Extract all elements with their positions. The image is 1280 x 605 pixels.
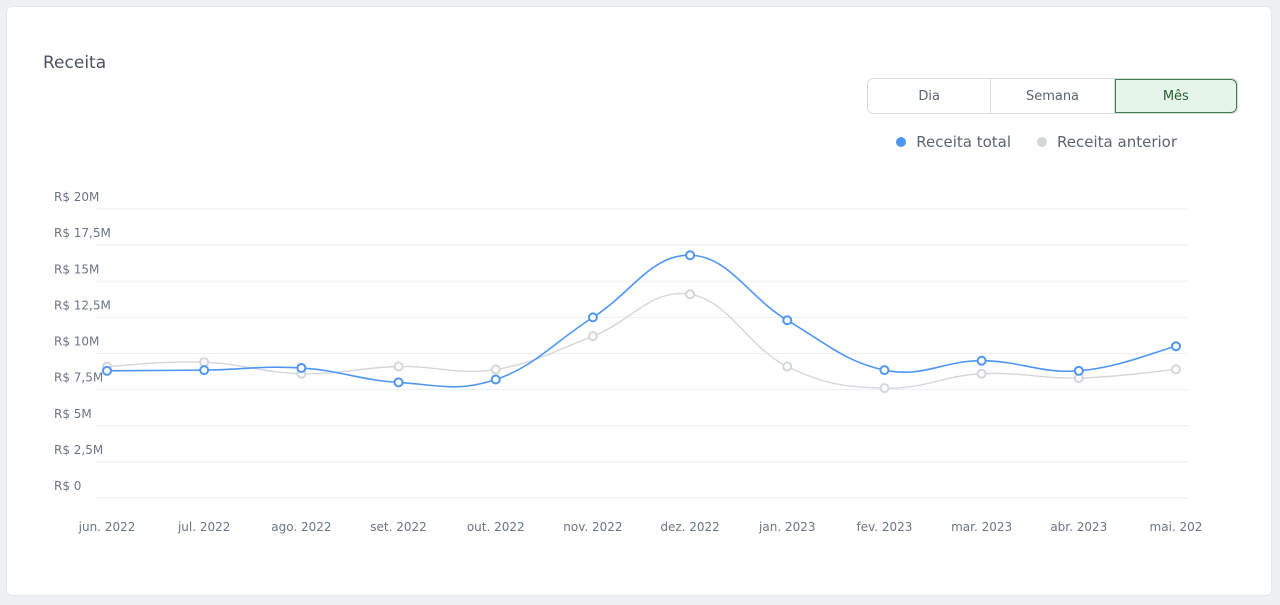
period-week-button[interactable]: Semana	[991, 79, 1115, 113]
point-total-11	[1171, 341, 1181, 352]
legend-label-previous: Receita anterior	[1057, 133, 1177, 151]
x-tick-label-4: out. 2022	[467, 520, 525, 534]
y-tick-label-1: R$ 2,5M	[54, 443, 103, 457]
card-title: Receita	[43, 53, 107, 73]
point-previous-3	[393, 361, 404, 372]
point-previous-9	[976, 368, 987, 379]
y-tick-label-7: R$ 17,5M	[54, 226, 111, 240]
y-tick-label-2: R$ 5M	[54, 407, 92, 421]
x-tick-label-6: dez. 2022	[660, 520, 719, 534]
legend-item-previous[interactable]: Receita anterior	[1037, 133, 1177, 151]
point-total-5	[587, 312, 598, 323]
x-tick-label-9: mar. 2023	[951, 520, 1012, 534]
point-previous-7	[782, 361, 793, 372]
point-previous-6	[685, 289, 696, 300]
x-tick-label-3: set. 2022	[370, 520, 427, 534]
x-tick-label-2: ago. 2022	[271, 520, 331, 534]
point-total-2	[296, 362, 307, 373]
y-tick-label-4: R$ 10M	[54, 335, 99, 349]
legend-item-total[interactable]: Receita total	[896, 133, 1011, 151]
y-tick-label-3: R$ 7,5M	[54, 371, 103, 385]
series-line-previous	[106, 292, 1177, 389]
point-previous-11	[1171, 364, 1181, 375]
point-previous-4	[490, 364, 501, 375]
point-total-7	[782, 315, 793, 326]
y-tick-label-5: R$ 12,5M	[54, 298, 111, 312]
x-tick-label-8: fev. 2023	[856, 520, 912, 534]
point-total-10	[1073, 365, 1084, 376]
y-tick-label-0: R$ 0	[54, 479, 81, 493]
x-tick-label-1: jul. 2022	[177, 520, 230, 534]
legend-dot-total	[896, 137, 907, 147]
y-tick-label-8: R$ 20M	[54, 190, 99, 204]
legend-dot-previous	[1037, 137, 1048, 147]
y-tick-label-6: R$ 15M	[54, 262, 99, 276]
point-total-0	[102, 365, 112, 376]
x-tick-label-11: mai. 202	[1150, 520, 1203, 534]
series-line-total	[106, 254, 1177, 388]
chart-legend: Receita total Receita anterior	[896, 133, 1177, 151]
point-total-9	[976, 355, 987, 366]
point-previous-1	[199, 357, 210, 368]
point-total-8	[879, 365, 890, 376]
point-total-1	[199, 365, 210, 376]
point-total-3	[393, 377, 404, 388]
legend-label-total: Receita total	[916, 133, 1012, 151]
point-total-6	[685, 250, 696, 261]
x-tick-label-7: jan. 2023	[758, 520, 815, 534]
point-previous-5	[587, 331, 598, 342]
period-day-button[interactable]: Dia	[868, 79, 992, 113]
x-tick-label-5: nov. 2022	[563, 520, 622, 534]
period-month-button[interactable]: Mês	[1114, 79, 1237, 113]
period-selector: Dia Semana Mês	[867, 78, 1238, 114]
point-total-4	[490, 374, 501, 385]
x-tick-label-0: jun. 2022	[78, 520, 136, 534]
x-tick-label-10: abr. 2023	[1050, 520, 1107, 534]
point-previous-8	[879, 383, 890, 394]
